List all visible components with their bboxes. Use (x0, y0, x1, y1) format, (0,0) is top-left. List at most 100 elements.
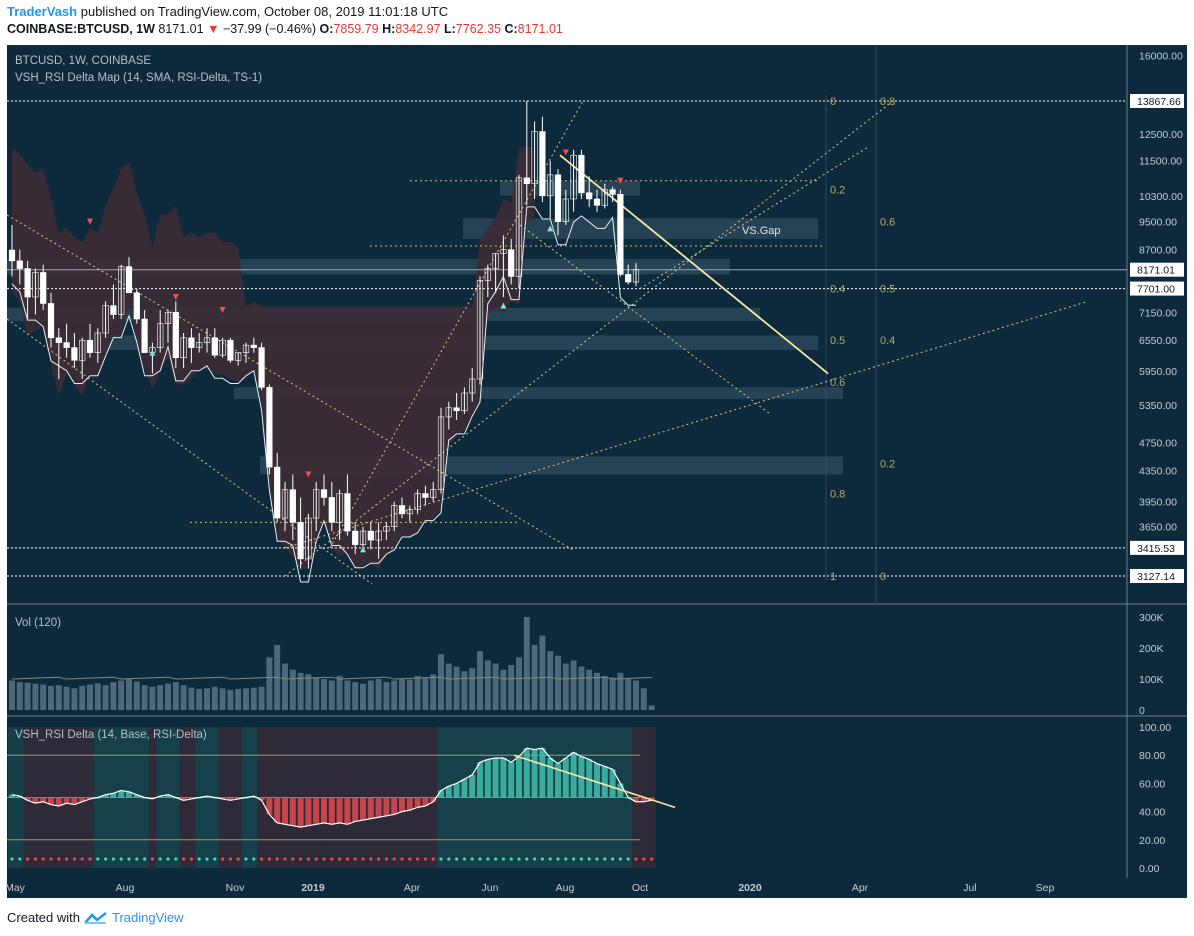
sell-signal-icon (305, 471, 312, 478)
volume-tick-label: 200K (1139, 643, 1164, 655)
rsi-delta-bar (523, 748, 530, 798)
rsi-delta-bar (24, 797, 31, 801)
rsi-dot (517, 857, 521, 861)
bull-candle (79, 339, 86, 361)
rsi-dot (338, 857, 342, 861)
volume-bar (118, 680, 125, 710)
rsi-dot (228, 857, 232, 861)
time-tick-label: Sep (1036, 882, 1055, 894)
rsi-dot (361, 857, 365, 861)
volume-tick-label: 300K (1139, 612, 1164, 624)
bull-candle (437, 416, 445, 490)
bull-candle (281, 489, 289, 519)
rsi-dot (447, 857, 451, 861)
rsi-tick-label: 0.00 (1139, 863, 1160, 875)
bear-candle (8, 249, 16, 262)
fib-label: 0.8 (830, 489, 845, 501)
rsi-dot (244, 857, 248, 861)
bear-candle (398, 505, 406, 515)
volume-bar (297, 672, 304, 710)
volume-bar (133, 681, 140, 710)
price-tick-label: 11500.00 (1139, 156, 1182, 168)
volume-title: Vol (120) (15, 617, 61, 629)
rsi-dot (205, 857, 209, 861)
time-axis-background (7, 878, 1127, 898)
price-marker (1130, 281, 1184, 296)
rsi-dot (236, 857, 240, 861)
bull-candle (547, 174, 554, 197)
gap-annotation: VS.Gap (742, 225, 781, 237)
volume-bar (235, 688, 242, 710)
bull-candle (469, 378, 476, 394)
rsi-delta-bar (289, 797, 296, 826)
volume-bar (422, 677, 429, 710)
rsi-tick-label: 60.00 (1139, 778, 1165, 790)
fib-label: 0.2 (830, 185, 845, 197)
bear-candle (258, 347, 265, 388)
footer-brand[interactable]: TradingView (111, 910, 184, 925)
bear-candle (266, 387, 273, 468)
rsi-dot (322, 857, 326, 861)
price-tick-label: 5350.00 (1139, 400, 1177, 412)
bull-candle (203, 337, 211, 343)
time-tick-label: Apr (852, 882, 869, 894)
bear-candle (172, 311, 179, 359)
bear-candle (422, 493, 429, 498)
volume-bar (500, 669, 507, 710)
volume-bar (547, 651, 554, 710)
rsi-delta-bar (188, 797, 195, 799)
author-name[interactable]: TraderVash (7, 4, 78, 19)
bull-candle (359, 530, 367, 545)
bear-candle (352, 530, 359, 545)
indicator-title: VSH_RSI Delta Map (14, SMA, RSI-Delta, T… (15, 72, 262, 84)
rsi-delta-bar (63, 797, 70, 804)
bull-candle (118, 266, 125, 315)
rsi-delta-bar (297, 797, 304, 828)
bear-candle (40, 272, 47, 304)
rsi-dot (182, 857, 186, 861)
bear-candle (344, 493, 351, 532)
rsi-dot (252, 857, 256, 861)
rsi-delta-bar (640, 797, 647, 802)
volume-bar (149, 686, 156, 710)
rsi-dot (650, 857, 654, 861)
rsi-delta-bar (648, 797, 655, 801)
sell-signal-icon (562, 149, 569, 156)
rsi-dot (478, 857, 482, 861)
rsi-dot (611, 857, 615, 861)
ohlc-line: COINBASE:BTCUSD, 1W 8171.01 ▼ −37.99 (−0… (7, 22, 563, 36)
rsi-dot (189, 857, 193, 861)
rsi-delta-bar (500, 758, 507, 798)
sell-signal-icon (172, 294, 179, 301)
buy-signal-icon (360, 546, 366, 553)
volume-bar (399, 679, 405, 710)
rsi-delta-bar (562, 758, 569, 798)
price-marker (1130, 262, 1184, 277)
volume-bar (40, 684, 47, 710)
rsi-delta-bar (383, 797, 390, 816)
rsi-delta-bar (453, 783, 460, 798)
rsi-dot (377, 857, 381, 861)
volume-bar (539, 635, 546, 710)
rsi-delta-bar (438, 790, 444, 798)
rsi-delta-bar (633, 797, 639, 802)
rsi-dot (314, 857, 318, 861)
time-tick-label: Apr (404, 882, 421, 894)
volume-bar (321, 679, 327, 710)
time-tick-label: 2020 (738, 882, 762, 894)
bull-candle (445, 407, 452, 418)
price-tick-label: 9500.00 (1139, 217, 1177, 229)
volume-bar (562, 663, 569, 710)
rsi-delta-bar (227, 797, 234, 801)
open-value: 7859.79 (333, 22, 379, 36)
volume-bar (508, 665, 515, 710)
trend-line (329, 100, 584, 549)
volume-bar (157, 685, 164, 710)
rsi-dot (158, 857, 162, 861)
volume-bar (594, 672, 600, 710)
low-key: L: (443, 22, 456, 36)
volume-bar (188, 687, 195, 710)
rsi-delta-bar (258, 797, 265, 801)
price-tick-label: 16000.00 (1139, 50, 1183, 62)
